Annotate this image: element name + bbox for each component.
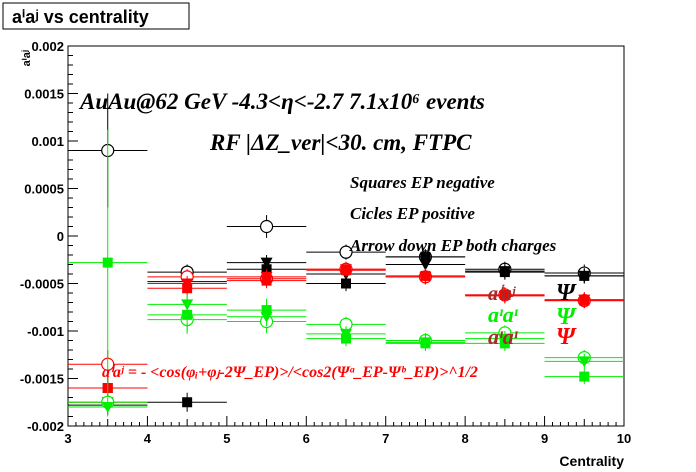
y-tick-label: 0: [57, 229, 64, 244]
label-psi: Ψ: [556, 280, 577, 306]
x-tick-label: 3: [64, 431, 71, 446]
data-point-triangle: [498, 266, 511, 278]
y-tick-label: -0.002: [27, 419, 64, 434]
y-tick-label: -0.0015: [20, 372, 64, 387]
y-tick-label: 0.002: [31, 39, 64, 54]
x-axis-label: Centrality: [559, 453, 624, 469]
data-marks: [68, 93, 624, 417]
data-point-circle: [259, 219, 274, 234]
y-tick-label: 0.0015: [24, 87, 64, 102]
data-point-triangle: [498, 290, 511, 302]
y-axis: 0.002 0.0015 0.001 0.0005 0 -0.0005 -0.001 -0.0…: [20, 39, 78, 434]
y-tick-label: -0.001: [27, 324, 64, 339]
legend-circles: Cicles EP positive: [350, 204, 475, 223]
data-point-triangle: [578, 270, 591, 282]
label-aa-plusminus: aᶦaᶦ: [488, 324, 519, 349]
x-tick-label: 7: [382, 431, 389, 446]
x-tick-label: 8: [462, 431, 469, 446]
data-point-triangle: [578, 294, 591, 306]
formula: aⁱaʲ = - <cos(φᵢ+φⱼ-2Ψ_EP)>/<cos2(Ψᵃ_EP-…: [102, 364, 478, 381]
data-point-square: [579, 371, 590, 382]
data-point-circle: [339, 245, 353, 259]
chart-title: aⁱaʲ vs centrality: [12, 7, 149, 27]
x-tick-label: 9: [541, 431, 548, 446]
x-tick-label: 5: [223, 431, 230, 446]
label-aa: aⁱaʲ: [488, 283, 517, 305]
y-tick-label: 0.001: [31, 134, 64, 149]
legend-triangles: Arrow down EP both charges: [349, 236, 557, 255]
data-point-triangle: [181, 278, 194, 290]
data-point-triangle: [498, 333, 511, 345]
y-tick-label: -0.0005: [20, 277, 64, 292]
data-point-triangle: [260, 257, 273, 269]
data-point-square: [182, 397, 193, 408]
annotation-collision: AuAu@62 GeV -4.3<η<-2.7 7.1x10⁶ events: [78, 89, 485, 114]
data-point-triangle: [419, 271, 432, 283]
x-axis: 3 4 5 6 7 8 9 10: [64, 416, 631, 446]
data-point-square: [102, 257, 113, 268]
annotation-cuts: RF |ΔZ_ver|<30. cm, FTPC: [209, 130, 472, 155]
x-tick-label: 4: [144, 431, 152, 446]
data-point-triangle: [578, 356, 591, 368]
title-box: [2, 2, 190, 30]
data-point-square: [341, 278, 351, 289]
label-psi-plusplus: Ψ: [556, 304, 577, 330]
x-tick-label: 6: [303, 431, 310, 446]
data-point-triangle: [419, 337, 432, 349]
x-tick-label: 10: [617, 431, 631, 446]
data-point-square: [182, 309, 193, 320]
data-point-triangle: [260, 271, 273, 283]
label-aa-plusplus: aᶦaᶦ: [488, 302, 519, 327]
data-point-triangle: [340, 328, 352, 340]
data-point-triangle: [181, 299, 194, 311]
y-axis-label: aⁱaʲ: [20, 50, 33, 66]
label-psi-plusminus: Ψ: [556, 324, 577, 350]
data-point-triangle: [419, 259, 432, 271]
data-point-triangle: [101, 402, 114, 413]
legend-squares: Squares EP negative: [350, 173, 495, 192]
data-point-triangle: [260, 311, 273, 323]
data-point-triangle: [340, 264, 352, 276]
y-tick-label: 0.0005: [24, 182, 64, 197]
